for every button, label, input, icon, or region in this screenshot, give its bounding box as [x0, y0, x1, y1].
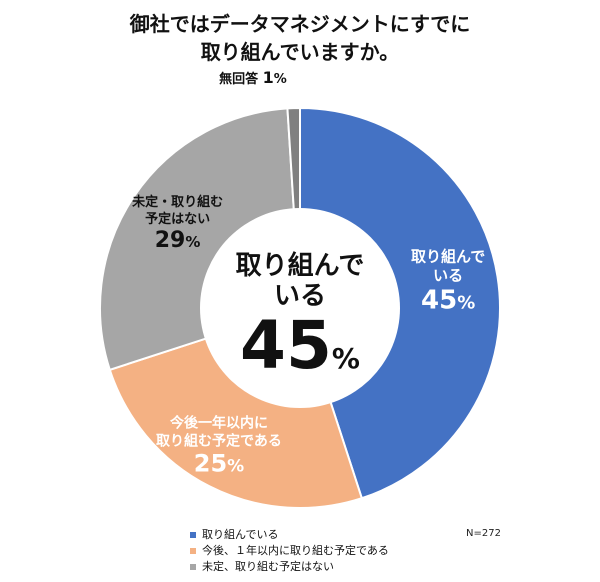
center-label-value: 45%: [240, 307, 360, 384]
sample-size: N=272: [466, 528, 501, 539]
center-label: 取り組んで いる 45%: [236, 250, 365, 384]
slice-label-undecided-line-1: 未定・取り組む: [131, 194, 223, 210]
legend-label-2: 今後、１年以内に取り組む予定である: [202, 544, 389, 557]
donut-hole: [200, 208, 400, 408]
slice-labels: 取り組んでいる45%今後一年以内に取り組む予定である25%未定・取り組む予定はな…: [131, 68, 485, 477]
slice-label-no-answer: 無回答 1%: [219, 68, 287, 87]
slice-label-planned-within-year-value: 25%: [194, 449, 244, 477]
legend-label-3: 未定、取り組む予定はない: [202, 560, 334, 573]
slice-label-undecided-value: 29%: [155, 228, 201, 253]
slice-label-no-answer-text: 無回答 1%: [219, 68, 287, 87]
slice-label-engaged-line-2: いる: [433, 267, 463, 285]
legend-label-1: 取り組んでいる: [202, 528, 279, 541]
legend-item-1: 取り組んでいる: [190, 527, 389, 543]
chart-title: 御社ではデータマネジメントにすでに 取り組んでいますか。: [0, 10, 600, 66]
slice-label-engaged-value: 45%: [421, 286, 475, 316]
slice-label-undecided-line-2: 予定はない: [145, 211, 210, 227]
legend-swatch-3: [190, 564, 196, 570]
slice-engaged: [299, 106, 501, 500]
legend-item-2: 今後、１年以内に取り組む予定である: [190, 543, 389, 559]
slice-label-planned-within-year-line-1: 今後一年以内に: [169, 414, 268, 431]
center-label-line-1: 取り組んで: [236, 250, 365, 281]
slice-label-engaged-line-1: 取り組んで: [411, 248, 485, 266]
center-label-line-2: いる: [274, 281, 326, 311]
legend-swatch-1: [190, 532, 196, 538]
chart-title-line-2: 取り組んでいますか。: [200, 40, 400, 64]
chart-title-line-1: 御社ではデータマネジメントにすでに: [129, 12, 471, 36]
legend-item-3: 未定、取り組む予定はない: [190, 559, 389, 575]
legend-swatch-2: [190, 548, 196, 554]
center-value-number: 45: [240, 307, 332, 384]
center-value-unit: %: [332, 342, 360, 375]
slice-label-planned-within-year-line-2: 取り組む予定である: [156, 432, 282, 449]
legend: 取り組んでいる 今後、１年以内に取り組む予定である 未定、取り組む予定はない: [190, 527, 389, 575]
